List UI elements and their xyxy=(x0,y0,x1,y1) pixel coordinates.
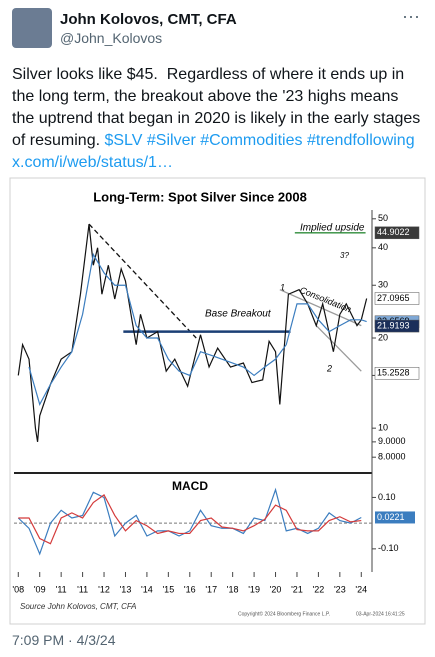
x-tick-label: '11 xyxy=(56,584,67,594)
series-line xyxy=(17,487,362,556)
x-tick-label: '12 xyxy=(98,584,110,594)
level-label: 21.9193 xyxy=(377,320,410,330)
chart-frame xyxy=(9,177,426,625)
x-tick-label: '21 xyxy=(291,584,303,594)
hashtag[interactable]: $SLV xyxy=(104,132,143,149)
y-tick-label: 50 xyxy=(378,213,388,223)
timestamp: 03-Apr-2024 16:41:25 xyxy=(356,611,405,617)
x-tick-label: '08 xyxy=(12,584,24,594)
y-tick-label: 30 xyxy=(378,280,388,290)
tweet-link[interactable]: x.com/i/web/status/1… xyxy=(12,154,173,171)
y-tick-label: -0.10 xyxy=(378,543,399,553)
x-tick-label: '15 xyxy=(162,584,174,594)
x-tick-label: '11 xyxy=(77,584,88,594)
x-tick-label: '18 xyxy=(227,584,239,594)
x-tick-label: '23 xyxy=(334,584,346,594)
level-box xyxy=(374,292,420,305)
trendline xyxy=(279,289,362,327)
tweet-text: Silver looks like $45. Regardless of whe… xyxy=(12,64,424,174)
level-box xyxy=(375,511,415,524)
hashtag[interactable]: #Commodities xyxy=(200,132,303,149)
y-tick-label: 9.0000 xyxy=(378,436,406,446)
x-tick-label: '19 xyxy=(248,584,260,594)
trendline xyxy=(88,223,197,339)
tweet-body: Silver looks like $45. Regardless of whe… xyxy=(12,66,425,149)
level-box xyxy=(374,366,420,380)
x-tick-label: '24 xyxy=(355,584,367,594)
x-tick-label: '16 xyxy=(184,584,196,594)
annotation: 2 xyxy=(326,363,332,373)
level-label: 27.0965 xyxy=(377,293,410,303)
y-tick-label: 8.0000 xyxy=(378,452,406,462)
x-tick-label: '09 xyxy=(34,584,46,594)
macd-title: MACD xyxy=(172,479,208,493)
annotation: 3? xyxy=(340,251,349,260)
copyright: Copyright© 2024 Bloomberg Finance L.P. xyxy=(238,610,330,617)
series-line xyxy=(18,493,362,545)
y-tick-label: 20 xyxy=(378,332,388,342)
x-tick-label: '20 xyxy=(270,584,282,594)
series-line xyxy=(17,224,368,442)
source: Source John Kolovos, CMT, CFA xyxy=(20,602,137,611)
avatar[interactable] xyxy=(12,8,52,48)
chart-image: Long-Term: Spot Silver Since 2008 MACD I… xyxy=(9,177,426,625)
hashtag[interactable]: #trendfollowing xyxy=(306,132,415,149)
author-handle[interactable]: @John_Kolovos xyxy=(60,30,163,46)
level-label: 0.0221 xyxy=(377,512,405,522)
level-label: 44.9022 xyxy=(377,227,410,237)
trendline xyxy=(315,325,362,372)
level-box xyxy=(374,319,420,333)
x-tick-label: '22 xyxy=(313,584,325,594)
y-tick-label: 40 xyxy=(378,242,388,252)
chart-title: Long-Term: Spot Silver Since 2008 xyxy=(93,189,307,204)
hashtag[interactable]: #Silver xyxy=(146,132,196,149)
level-label: 15.2528 xyxy=(377,368,410,378)
y-tick-label: 10 xyxy=(378,423,388,433)
x-tick-label: '13 xyxy=(120,584,132,594)
annotation: Base Breakout xyxy=(205,309,272,320)
more-menu[interactable]: ··· xyxy=(402,6,420,26)
y-tick-label: 0.10 xyxy=(378,492,396,502)
level-box xyxy=(374,226,420,240)
tweet-time: 7:09 PM · 4/3/24 xyxy=(12,632,116,648)
series-line xyxy=(28,252,367,407)
x-tick-label: '17 xyxy=(205,584,217,594)
author-name[interactable]: John Kolovos, CMT, CFA xyxy=(60,11,237,28)
x-tick-label: '14 xyxy=(141,584,153,594)
annotation: Implied upside xyxy=(300,223,365,234)
annotation: 1 xyxy=(280,282,285,292)
